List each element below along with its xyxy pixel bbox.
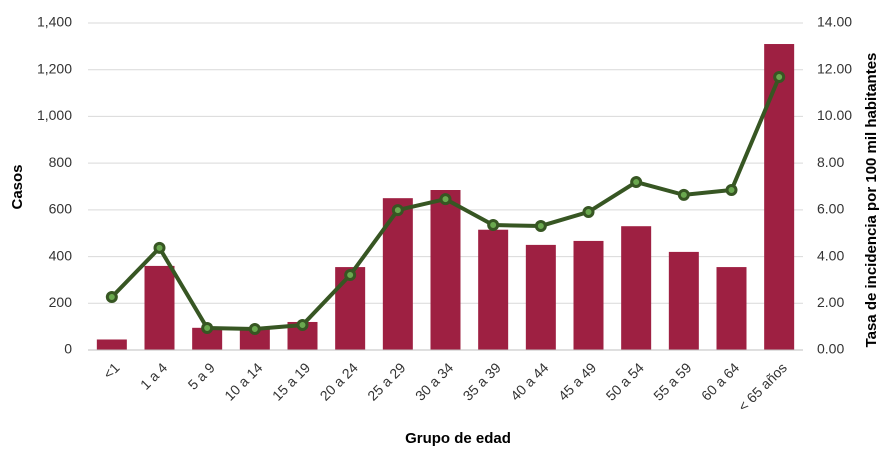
line-marker — [105, 290, 118, 303]
line-marker — [487, 219, 500, 232]
y-tick-label: 1,400 — [37, 14, 72, 30]
x-tick-label: 1 a 4 — [137, 359, 170, 392]
bar — [668, 251, 699, 350]
x-tick-label: <1 — [100, 359, 123, 382]
x-tick-label: 20 a 24 — [317, 359, 361, 403]
y-tick-label: 600 — [49, 201, 73, 217]
y-tick-label: 800 — [49, 154, 73, 170]
y2-tick-label: 8.00 — [817, 154, 844, 170]
x-tick-label: 25 a 29 — [364, 359, 408, 403]
line-marker — [153, 241, 166, 254]
bar — [573, 240, 604, 350]
bar — [764, 44, 795, 351]
line-marker — [248, 322, 261, 335]
y2-tick-label: 0.00 — [817, 341, 844, 357]
bar — [478, 229, 509, 350]
x-tick-label: 55 a 59 — [650, 359, 694, 403]
y-tick-label: 400 — [49, 247, 73, 263]
y2-tick-label: 6.00 — [817, 201, 844, 217]
line-marker — [344, 269, 357, 282]
x-tick-label: 60 a 64 — [698, 359, 742, 403]
x-tick-label: 45 a 49 — [555, 359, 599, 403]
bar — [621, 226, 652, 350]
line-marker — [439, 193, 452, 206]
y2-tick-label: 10.00 — [817, 107, 852, 123]
bar — [192, 327, 223, 350]
x-axis-title: Grupo de edad — [405, 430, 511, 447]
bar — [144, 265, 175, 350]
y2-axis-title: Tasa de incidencia por 100 mil habitante… — [863, 53, 880, 348]
x-tick-label: 40 a 44 — [507, 359, 551, 403]
bar — [525, 244, 556, 350]
line-marker — [534, 219, 547, 232]
y2-tick-label: 4.00 — [817, 247, 844, 263]
line-marker — [630, 176, 643, 189]
line-marker — [677, 188, 690, 201]
x-tick-label: 50 a 54 — [603, 359, 647, 403]
y2-tick-label: 2.00 — [817, 294, 844, 310]
x-tick-label: 35 a 39 — [460, 359, 504, 403]
y-axis-title: Casos — [9, 164, 26, 209]
bar — [716, 267, 747, 350]
x-tick-label: 10 a 14 — [221, 359, 265, 403]
line-marker — [296, 319, 309, 332]
y-tick-label: 1,000 — [37, 107, 72, 123]
bar — [430, 190, 461, 350]
x-tick-label: 30 a 34 — [412, 359, 456, 403]
line-marker — [201, 322, 214, 335]
line-marker — [582, 205, 595, 218]
y2-tick-label: 12.00 — [817, 60, 852, 76]
y-tick-label: 1,200 — [37, 60, 72, 76]
x-tick-label: < 65 años — [735, 359, 790, 414]
line-marker — [773, 70, 786, 83]
line-marker — [725, 184, 738, 197]
y-tick-label: 200 — [49, 294, 73, 310]
bar — [96, 339, 127, 350]
line-marker — [391, 204, 404, 217]
y2-tick-label: 14.00 — [817, 14, 852, 30]
bar — [382, 198, 413, 350]
y-tick-label: 0 — [64, 341, 72, 357]
bar — [239, 328, 270, 350]
x-tick-label: 15 a 19 — [269, 359, 313, 403]
x-tick-label: 5 a 9 — [185, 359, 218, 392]
